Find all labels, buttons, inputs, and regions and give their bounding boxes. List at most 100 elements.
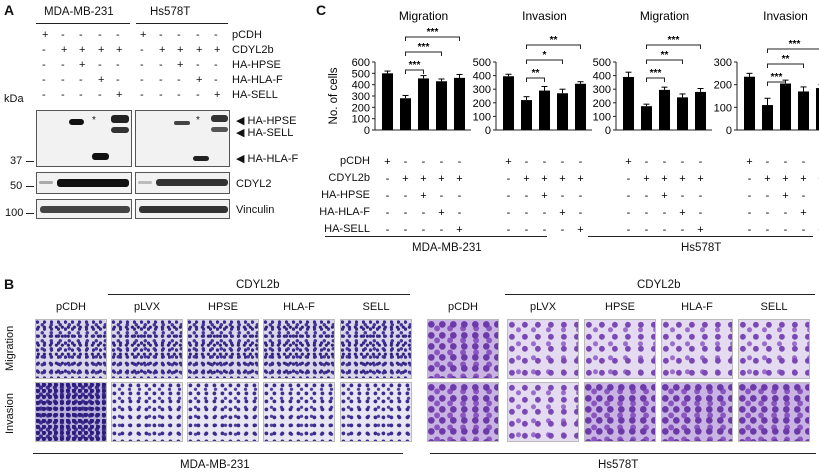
panel-c-sign: - bbox=[404, 207, 408, 219]
panel-c-sign: + bbox=[643, 173, 649, 185]
micrograph-231 bbox=[35, 382, 107, 442]
panel-a-line-231 bbox=[36, 23, 130, 24]
asterisk-hs578t: * bbox=[196, 115, 200, 126]
panel-c-sign: - bbox=[681, 156, 685, 168]
panel-c-sign: - bbox=[766, 207, 770, 219]
panel-a-sign: - bbox=[79, 29, 83, 41]
panel-c-row-label: HA-HPSE bbox=[321, 189, 370, 201]
micrograph-231 bbox=[111, 382, 183, 442]
panel-a-sign: - bbox=[159, 59, 163, 71]
panel-c-sign: - bbox=[766, 190, 770, 202]
micrograph-hs578t bbox=[738, 319, 810, 379]
column-label-hs578t: HPSE bbox=[605, 301, 635, 313]
panel-c-sign: + bbox=[456, 224, 462, 236]
bar bbox=[641, 106, 652, 130]
panel-a-sign: - bbox=[61, 74, 65, 86]
column-label-231: HPSE bbox=[208, 301, 238, 313]
panel-a-sign: - bbox=[61, 29, 65, 41]
panel-a-sign: - bbox=[196, 29, 200, 41]
panel-a-cell-line-231: MDA-MB-231 bbox=[44, 6, 114, 18]
y-tick-label: 200 bbox=[352, 102, 370, 114]
y-tick-label: 300 bbox=[352, 91, 370, 103]
panel-c-sign: + bbox=[420, 173, 426, 185]
significance-label: * bbox=[543, 50, 547, 61]
panel-a-sign: + bbox=[79, 59, 86, 71]
panel-c-sign: - bbox=[784, 207, 788, 219]
panel-c-sign: + bbox=[782, 173, 788, 185]
significance-bracket bbox=[405, 51, 442, 56]
micrograph-231 bbox=[340, 382, 412, 442]
y-tick-label: 0 bbox=[485, 125, 491, 137]
panel-c-sign: - bbox=[458, 156, 462, 168]
panel-a-row-label: CDYL2b bbox=[232, 44, 274, 56]
cdyl2-bands-hs578t bbox=[156, 179, 228, 186]
panel-c-sign: - bbox=[525, 156, 529, 168]
panel-c-sign: - bbox=[663, 224, 667, 236]
panel-a-sign: - bbox=[98, 89, 102, 101]
panel-a-letter: A bbox=[4, 2, 15, 18]
panel-c-sign: - bbox=[699, 190, 703, 202]
cdyl2-blot-231 bbox=[36, 172, 132, 194]
significance-label: *** bbox=[418, 42, 430, 53]
panel-a-cell-line-hs578t: Hs578T bbox=[150, 6, 191, 18]
marker-100: 100 bbox=[5, 207, 24, 219]
column-label-231: pLVX bbox=[133, 301, 161, 313]
panel-c-sign: - bbox=[525, 224, 529, 236]
panel-a-sign: - bbox=[98, 29, 102, 41]
micrograph-hs578t bbox=[584, 319, 656, 379]
significance-bracket bbox=[526, 59, 563, 64]
panel-a-sign: + bbox=[196, 44, 203, 56]
significance-bracket bbox=[767, 81, 786, 86]
panel-c-sign: + bbox=[456, 173, 462, 185]
significance-bracket bbox=[767, 48, 819, 53]
panel-c-sign: - bbox=[579, 190, 583, 202]
significance-label: *** bbox=[427, 27, 439, 38]
panel-a-sign: - bbox=[214, 74, 218, 86]
y-axis-label: No. of cells bbox=[328, 67, 340, 124]
panel-c-sign: - bbox=[699, 156, 703, 168]
panel-c-sign: - bbox=[507, 224, 511, 236]
panel-c-sign: - bbox=[440, 224, 444, 236]
panel-c-sign: - bbox=[507, 207, 511, 219]
panel-c-sign: + bbox=[402, 173, 408, 185]
y-tick-label: 500 bbox=[352, 68, 370, 80]
panel-a-sign: - bbox=[61, 89, 65, 101]
significance-label: ** bbox=[550, 35, 558, 46]
panel-c-sign: - bbox=[699, 207, 703, 219]
bar bbox=[436, 81, 447, 130]
significance-bracket bbox=[526, 44, 581, 49]
panel-c-sign: - bbox=[802, 224, 806, 236]
panel-c-sign: - bbox=[543, 156, 547, 168]
panel-c-sign: - bbox=[561, 224, 565, 236]
bar bbox=[400, 98, 411, 130]
bar bbox=[798, 91, 809, 130]
y-tick-label: 100 bbox=[714, 102, 732, 114]
panel-a-sign: - bbox=[116, 29, 120, 41]
panel-c-sign: - bbox=[802, 156, 806, 168]
cdyl2b-group-label-hs578t: CDYL2b bbox=[637, 279, 681, 291]
significance-bracket bbox=[646, 44, 701, 49]
significance-bracket bbox=[646, 77, 665, 82]
panel-c-sign: + bbox=[577, 173, 583, 185]
micrograph-231 bbox=[187, 382, 259, 442]
bar bbox=[695, 91, 706, 130]
panel-c-sign: - bbox=[543, 207, 547, 219]
panel-a-sign: - bbox=[196, 89, 200, 101]
micrograph-231 bbox=[111, 319, 183, 379]
marker-50: 50 bbox=[10, 180, 23, 192]
panel-c-row-label: HA-HLA-F bbox=[319, 206, 370, 218]
panel-a-sign: + bbox=[116, 44, 123, 56]
significance-label: *** bbox=[409, 60, 421, 71]
y-tick-label: 400 bbox=[352, 80, 370, 92]
panel-a-sign: - bbox=[116, 59, 120, 71]
significance-label: *** bbox=[650, 68, 662, 79]
panel-c-sign: - bbox=[404, 224, 408, 236]
panel-a-sign: - bbox=[140, 89, 144, 101]
ha-blot-hs578t bbox=[135, 110, 230, 167]
y-tick-label: 400 bbox=[473, 71, 491, 83]
y-tick-label: 400 bbox=[593, 71, 611, 83]
panel-c-sign: - bbox=[507, 190, 511, 202]
panel-c-sign: - bbox=[525, 190, 529, 202]
y-tick-label: 300 bbox=[473, 84, 491, 96]
